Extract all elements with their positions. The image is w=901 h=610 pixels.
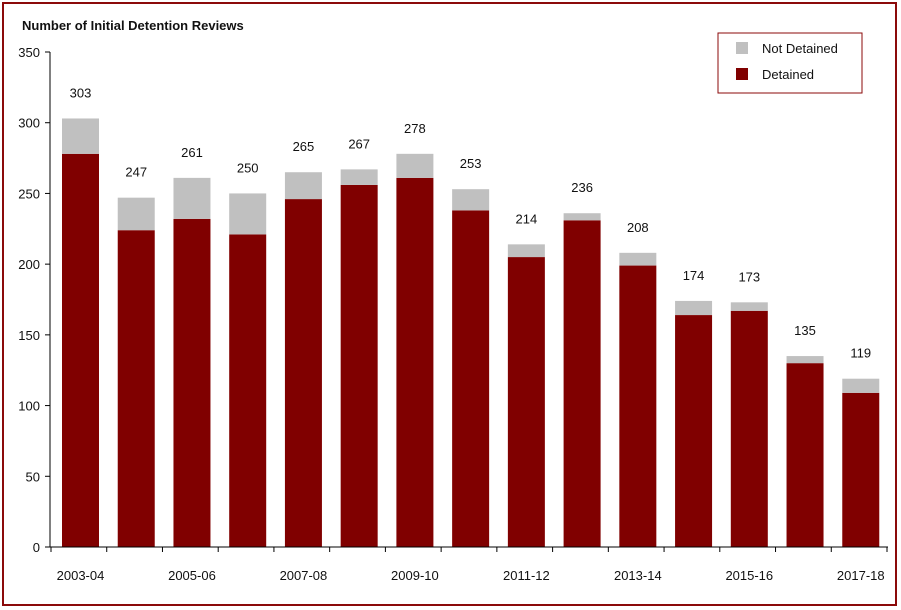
bar-detained	[229, 234, 267, 547]
total-label: 265	[293, 139, 315, 154]
bar-group-2016-17: 135	[786, 323, 824, 547]
bar-not-detained	[117, 197, 155, 231]
total-label: 267	[348, 136, 370, 151]
x-tick-label: 2007-08	[280, 568, 328, 583]
bar-not-detained	[675, 300, 713, 316]
bar-detained	[842, 392, 880, 547]
bar-detained	[619, 265, 657, 547]
bar-not-detained	[229, 193, 267, 235]
total-label: 208	[627, 220, 649, 235]
total-label: 253	[460, 156, 482, 171]
legend: Not Detained Detained	[717, 32, 863, 94]
bar-detained	[730, 310, 768, 547]
x-tick-label: 2003-04	[57, 568, 105, 583]
bar-group-2012-13: 236	[563, 180, 601, 548]
total-label: 119	[850, 346, 871, 361]
bar-detained	[62, 153, 99, 548]
x-tick-label: 2015-16	[725, 568, 773, 583]
y-tick-label: 350	[18, 45, 40, 60]
bar-detained	[284, 199, 322, 548]
bar-not-detained	[340, 169, 378, 185]
bar-not-detained	[619, 252, 657, 266]
bar-not-detained	[396, 153, 434, 178]
bar-group-2015-16: 173	[730, 269, 768, 547]
y-tick-label: 100	[18, 399, 40, 414]
bar-group-2013-14: 208	[619, 220, 657, 547]
total-label: 174	[683, 268, 705, 283]
bar-not-detained	[452, 189, 490, 211]
bar-detained	[675, 315, 713, 547]
bar-group-2006-07: 250	[229, 160, 267, 547]
bar-group-2004-05: 247	[117, 165, 155, 547]
bar-not-detained	[284, 172, 322, 200]
bar-not-detained	[507, 244, 545, 258]
x-tick-label: 2013-14	[614, 568, 662, 583]
bar-group-2007-08: 265	[284, 139, 322, 548]
legend-swatch-detained	[736, 68, 748, 80]
bar-detained	[507, 257, 545, 547]
total-label: 303	[70, 85, 92, 100]
bar-group-2003-04: 303	[62, 85, 99, 548]
legend-label-not-detained: Not Detained	[762, 41, 838, 56]
bar-group-2010-11: 253	[452, 156, 490, 547]
bar-group-2011-12: 214	[507, 211, 545, 547]
bar-group-2014-15: 174	[675, 268, 713, 547]
bar-group-2009-10: 278	[396, 121, 434, 547]
chart-title: Number of Initial Detention Reviews	[22, 18, 244, 33]
y-tick-label: 250	[18, 186, 40, 201]
x-tick-label: 2011-12	[503, 568, 550, 583]
bar-not-detained	[563, 213, 601, 221]
total-label: 261	[181, 145, 203, 160]
y-tick-label: 50	[26, 469, 40, 484]
bar-group-2005-06: 261	[173, 145, 211, 547]
y-tick-label: 150	[18, 328, 40, 343]
bar-detained	[173, 218, 211, 547]
bar-not-detained	[62, 118, 99, 154]
bar-group-2008-09: 267	[340, 136, 378, 547]
x-tick-label: 2005-06	[168, 568, 216, 583]
bar-detained	[117, 230, 155, 547]
total-label: 135	[794, 323, 816, 338]
bar-group-2017-18: 119	[842, 346, 880, 547]
y-tick-label: 300	[18, 116, 40, 131]
bar-detained	[340, 184, 378, 547]
y-axis: 0 50 100 150 200 250 300 350	[18, 45, 51, 555]
total-label: 236	[571, 180, 593, 195]
bar-detained	[396, 177, 434, 547]
total-label: 173	[738, 269, 760, 284]
legend-label-detained: Detained	[762, 67, 814, 82]
total-label: 278	[404, 121, 426, 136]
bar-detained	[452, 210, 490, 547]
bar-not-detained	[786, 356, 824, 364]
bar-not-detained	[842, 378, 880, 393]
legend-swatch-not-detained	[736, 42, 748, 54]
bars: 303 247 261 250 265 267 278 253 214 236 208 174 173 1…	[62, 85, 880, 548]
x-axis: 2003-04 2005-06 2007-08 2009-10 2011-12 2013-…	[50, 546, 888, 583]
bar-not-detained	[173, 177, 211, 219]
y-tick-label: 200	[18, 257, 40, 272]
bar-detained	[786, 363, 824, 547]
total-label: 247	[125, 165, 147, 180]
bar-detained	[563, 220, 601, 548]
y-tick-label: 0	[33, 540, 40, 555]
total-label: 250	[237, 160, 259, 175]
x-tick-label: 2017-18	[837, 568, 885, 583]
x-tick-label: 2009-10	[391, 568, 439, 583]
total-label: 214	[516, 211, 538, 226]
bar-not-detained	[730, 302, 768, 311]
